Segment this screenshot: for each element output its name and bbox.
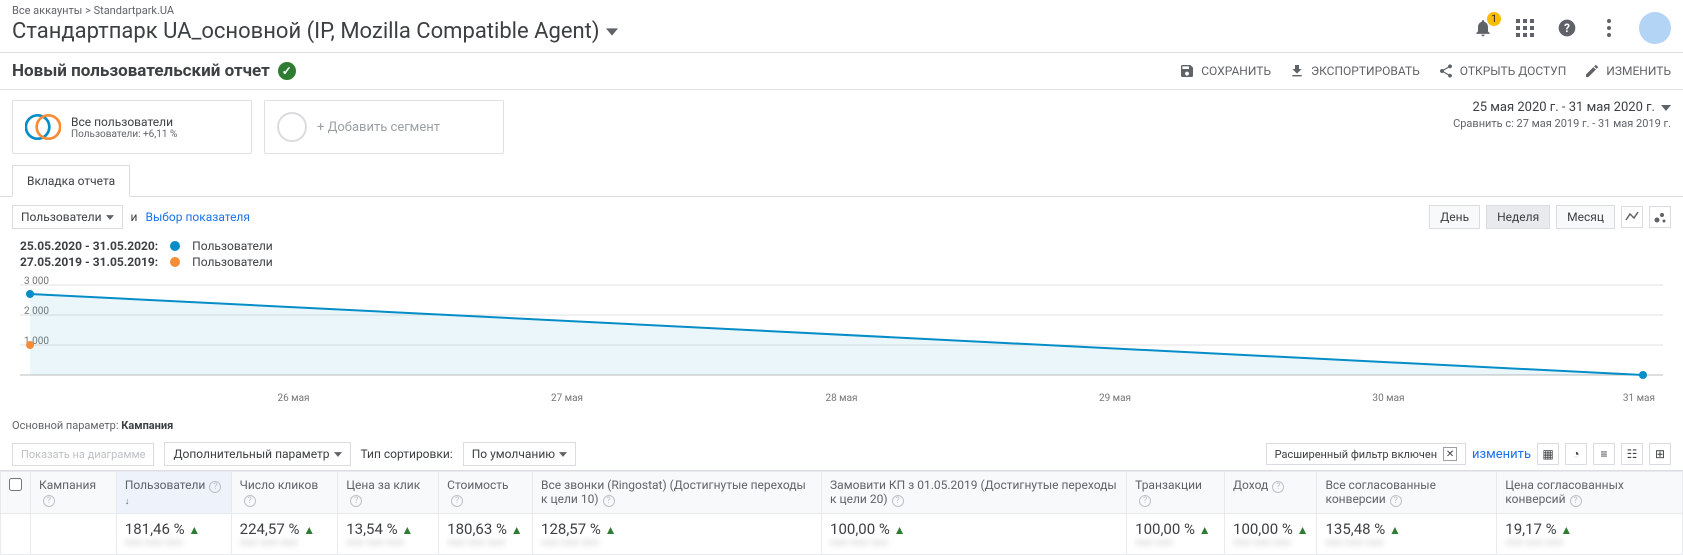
compare-range: 27 мая 2019 г. - 31 мая 2019 г. [1517,117,1671,130]
date-range-picker[interactable]: 25 мая 2020 г. - 31 мая 2020 г. Сравнить… [1453,100,1671,154]
page-title[interactable]: Стандартпарк UA_основной (IP, Mozilla Co… [12,19,618,44]
col-kp[interactable]: Замовити КП з 01.05.2019 (Достигнутые пе… [822,472,1127,514]
add-segment-label: + Добавить сегмент [317,120,440,135]
chart-legend: 25.05.2020 - 31.05.2020: Пользователи 27… [0,239,1683,269]
svg-text:26 мая: 26 мая [277,393,309,404]
table-row-summary: 181,46 % ▲xxxx xxxx xxxx 224,57 % ▲xxxx … [1,514,1683,555]
chevron-down-icon [334,452,342,457]
sort-type-label: Тип сортировки: [361,447,453,461]
date-range-main: 25 мая 2020 г. - 31 мая 2020 г. [1472,100,1655,115]
col-clicks[interactable]: Число кликов? [231,472,338,514]
legend-label-1: Пользователи [192,255,273,269]
choose-metric-link[interactable]: Выбор показателя [145,210,250,224]
col-conv[interactable]: Все согласованные конверсии? [1317,472,1497,514]
view-percent-icon[interactable]: ◔ [1565,443,1587,465]
export-label: ЭКСПОРТИРОВАТЬ [1311,64,1420,78]
svg-text:28 мая: 28 мая [825,393,857,404]
legend-dot-0 [170,241,180,251]
save-button[interactable]: СОХРАНИТЬ [1179,63,1271,79]
legend-range-1: 27.05.2019 - 31.05.2019: [20,255,158,269]
primary-dimension: Основной параметр: Кампания [0,413,1683,438]
legend-dot-1 [170,257,180,267]
segment-donut-icon [25,109,61,145]
avatar[interactable] [1639,12,1671,44]
col-revenue[interactable]: Доход? [1225,472,1317,514]
chevron-down-icon [1661,105,1671,111]
verified-icon: ✓ [278,62,296,80]
secondary-dimension-dropdown[interactable]: Дополнительный параметр [164,442,350,466]
chevron-down-icon [106,215,114,220]
edit-label: ИЗМЕНИТЬ [1606,64,1671,78]
granularity-day[interactable]: День [1429,205,1480,229]
filter-label: Расширенный фильтр включен [1275,448,1437,461]
add-circle-icon [277,112,307,142]
and-label: и [131,210,138,224]
select-all-checkbox[interactable] [9,478,22,491]
chart-type-line-icon[interactable] [1621,206,1643,228]
col-users[interactable]: Пользователи? ↓ [116,472,231,514]
col-transactions[interactable]: Транзакции? [1127,472,1225,514]
help-icon[interactable]: ? [43,495,55,507]
share-button[interactable]: ОТКРЫТЬ ДОСТУП [1438,63,1567,79]
page-title-text: Стандартпарк UA_основной (IP, Mozilla Co… [12,19,600,44]
view-pivot-icon[interactable]: ⊞ [1649,443,1671,465]
svg-text:?: ? [1564,21,1570,35]
segment-all-users[interactable]: Все пользователи Пользователи: +6,11 % [12,100,252,154]
legend-label-0: Пользователи [192,239,273,253]
breadcrumb-property[interactable]: Standartpark.UA [94,4,175,17]
more-icon[interactable] [1597,16,1621,40]
secondary-dim-label: Дополнительный параметр [173,447,329,461]
sort-default-dropdown[interactable]: По умолчанию [463,442,576,466]
compare-prefix: Сравнить с: [1453,117,1514,130]
report-title: Новый пользовательский отчет [12,61,270,81]
col-cost[interactable]: Стоимость? [439,472,533,514]
segment-sub: Пользователи: +6,11 % [71,129,177,140]
data-table: Кампания? Пользователи? ↓ Число кликов? … [0,471,1683,555]
view-table-icon[interactable]: ▦ [1537,443,1559,465]
show-on-chart-button: Показать на диаграмме [12,443,154,466]
granularity-month[interactable]: Месяц [1556,205,1615,229]
chart-type-motion-icon[interactable] [1649,206,1671,228]
legend-range-0: 25.05.2020 - 31.05.2020: [20,239,158,253]
granularity-week[interactable]: Неделя [1486,205,1550,229]
apps-icon[interactable] [1513,16,1537,40]
ytick-3000: 3 000 [24,276,49,287]
metric-dropdown[interactable]: Пользователи [12,205,123,229]
segment-name: Все пользователи [71,115,177,129]
filter-close-icon[interactable]: ✕ [1443,447,1457,461]
svg-text:27 мая: 27 мая [551,393,583,404]
metric-dropdown-label: Пользователи [21,210,102,224]
svg-text:29 мая: 29 мая [1099,393,1131,404]
line-chart: 3 000 2 000 1 000 [20,275,1663,385]
view-performance-icon[interactable]: ≡ [1593,443,1615,465]
notifications-icon[interactable]: 1 [1471,16,1495,40]
sort-default-label: По умолчанию [472,447,555,461]
share-label: ОТКРЫТЬ ДОСТУП [1460,64,1567,78]
notification-badge: 1 [1487,12,1501,26]
add-segment-button[interactable]: + Добавить сегмент [264,100,504,154]
help-icon[interactable]: ? [1555,16,1579,40]
col-conv-cost[interactable]: Цена согласованных конверсий? [1497,472,1683,514]
col-cpc[interactable]: Цена за клик? [338,472,439,514]
advanced-filter-pill: Расширенный фильтр включен ✕ [1266,443,1466,465]
col-calls[interactable]: Все звонки (Ringostat) (Достигнутые пере… [533,472,822,514]
svg-text:30 мая: 30 мая [1372,393,1404,404]
breadcrumb: Все аккаунты > Standartpark.UA [12,4,618,17]
edit-button[interactable]: ИЗМЕНИТЬ [1584,63,1671,79]
view-comparison-icon[interactable]: ☷ [1621,443,1643,465]
export-button[interactable]: ЭКСПОРТИРОВАТЬ [1289,63,1420,79]
tab-report[interactable]: Вкладка отчета [12,165,130,197]
chevron-down-icon [606,26,618,38]
edit-filter-link[interactable]: изменить [1472,447,1531,462]
col-campaign[interactable]: Кампания? [31,472,117,514]
svg-text:31 мая: 31 мая [1623,393,1655,404]
chevron-down-icon [559,452,567,457]
x-axis: 26 мая 27 мая 28 мая 29 мая 30 мая 31 ма… [20,389,1663,409]
breadcrumb-accounts[interactable]: Все аккаунты [12,4,82,17]
save-label: СОХРАНИТЬ [1201,64,1271,78]
